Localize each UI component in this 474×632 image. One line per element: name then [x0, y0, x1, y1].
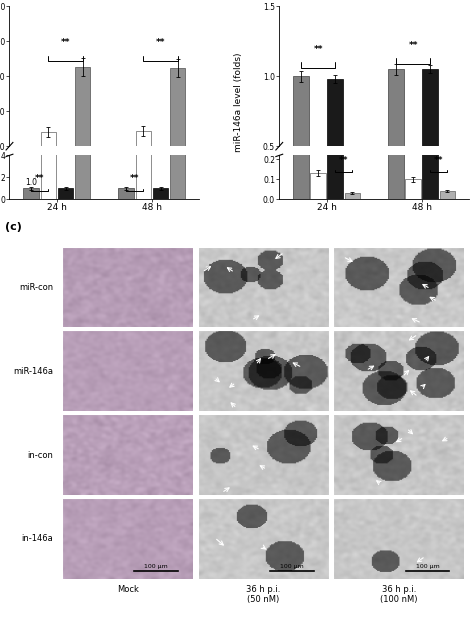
Bar [310, 173, 326, 199]
Bar [293, 1, 309, 199]
Bar [293, 76, 309, 216]
Bar [153, 188, 168, 199]
Text: **: ** [35, 174, 45, 183]
Text: in-146a: in-146a [21, 535, 53, 544]
Bar [24, 188, 39, 199]
Text: miR-con: miR-con [19, 283, 53, 292]
Bar [328, 79, 343, 216]
Text: 1.0: 1.0 [25, 178, 37, 186]
Bar [136, 0, 151, 199]
Text: **: ** [130, 174, 140, 183]
Bar [170, 68, 185, 181]
Bar [58, 188, 73, 199]
Bar [388, 70, 404, 216]
Bar [439, 210, 455, 216]
Text: **: ** [156, 39, 165, 47]
Text: in-con: in-con [27, 451, 53, 459]
Text: **: ** [61, 39, 70, 47]
Bar [405, 179, 421, 199]
Text: **: ** [409, 40, 418, 50]
Text: Mock: Mock [117, 585, 139, 593]
Bar [170, 0, 185, 199]
Text: **: ** [313, 45, 323, 54]
Bar [328, 4, 343, 199]
Text: (c): (c) [5, 222, 22, 232]
Bar [345, 193, 360, 199]
Text: **: ** [339, 155, 348, 165]
Bar [41, 132, 56, 181]
Bar [405, 202, 421, 216]
Y-axis label: miR-146a level (folds): miR-146a level (folds) [234, 53, 243, 152]
Text: miR-146a: miR-146a [13, 367, 53, 375]
Bar [75, 0, 91, 199]
Bar [422, 0, 438, 199]
Bar [75, 67, 91, 181]
Text: **: ** [434, 155, 444, 165]
Bar [439, 191, 455, 199]
Bar [136, 131, 151, 181]
Bar [345, 212, 360, 216]
Bar [310, 198, 326, 216]
Text: 36 h p.i.
(50 nM): 36 h p.i. (50 nM) [246, 585, 281, 604]
Bar [41, 0, 56, 199]
Bar [118, 188, 134, 199]
Text: 36 h p.i.
(100 nM): 36 h p.i. (100 nM) [381, 585, 418, 604]
Bar [388, 0, 404, 199]
Bar [422, 70, 438, 216]
